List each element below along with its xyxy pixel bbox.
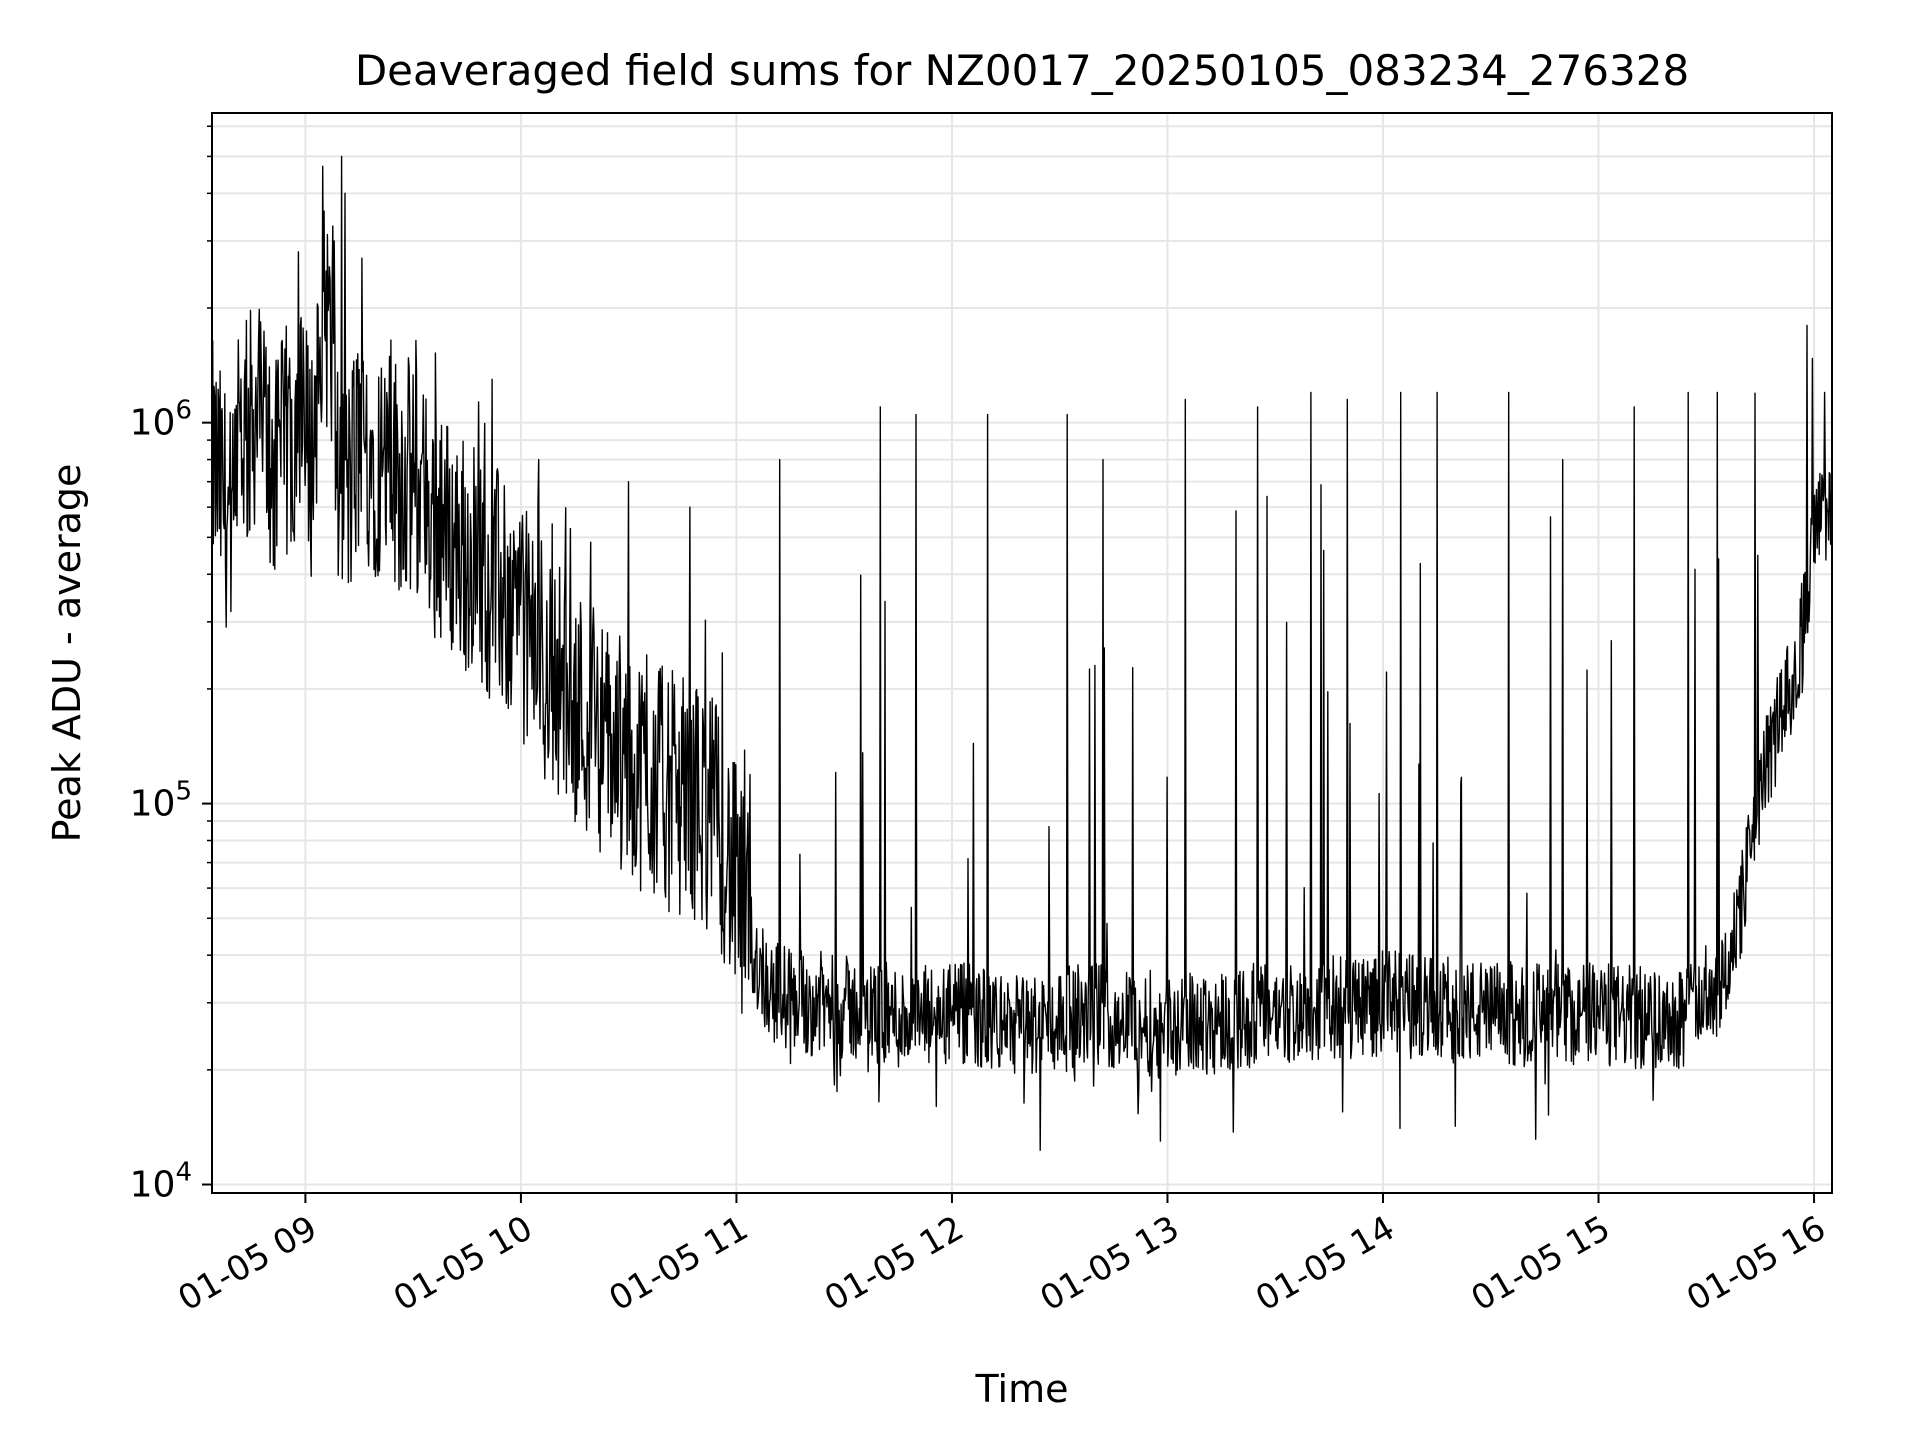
series-layer bbox=[211, 155, 1833, 1151]
series-line bbox=[211, 155, 1833, 1151]
y-tick-label: 105 bbox=[130, 777, 192, 825]
y-axis-label: Peak ADU - average bbox=[45, 464, 89, 843]
x-axis-label: Time bbox=[975, 1367, 1069, 1411]
y-tick-label: 104 bbox=[130, 1158, 192, 1206]
y-tick-label: 106 bbox=[130, 396, 192, 444]
y-axis: 104 105 106 bbox=[130, 125, 212, 1206]
chart-title: Deaveraged field sums for NZ0017_2025010… bbox=[355, 46, 1689, 95]
plot-frame bbox=[211, 112, 1833, 1194]
